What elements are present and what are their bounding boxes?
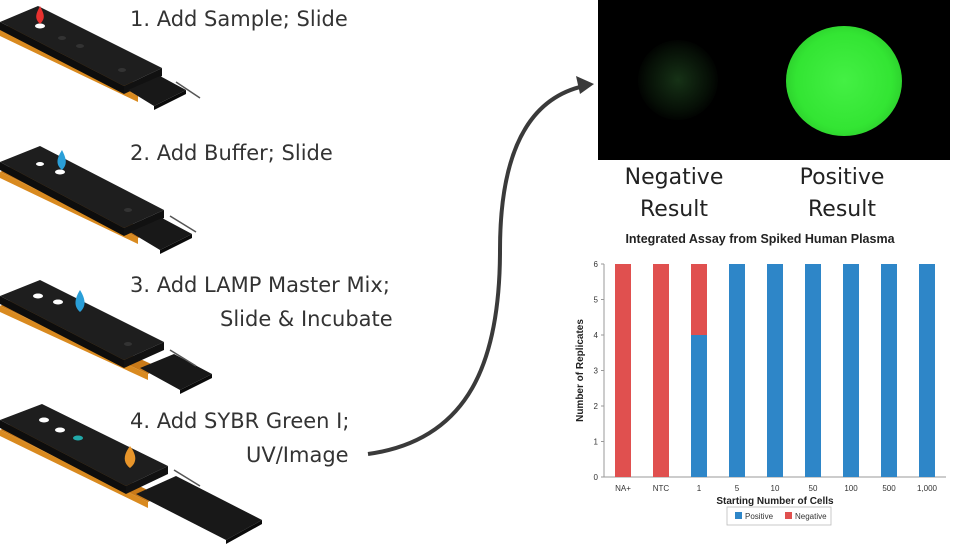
bar-negative xyxy=(691,264,707,335)
chart-title: Integrated Assay from Spiked Human Plasm… xyxy=(625,232,895,246)
step-3: 3. Add LAMP Master Mix; Slide & Incubate xyxy=(0,266,393,396)
bar-positive xyxy=(881,264,897,477)
device-2-icon xyxy=(0,146,197,254)
x-tick-label: NTC xyxy=(653,484,670,493)
bar-negative xyxy=(615,264,631,477)
x-tick-label: 100 xyxy=(844,484,858,493)
x-axis-label: Starting Number of Cells xyxy=(716,496,834,507)
bar-negative xyxy=(653,264,669,477)
y-tick-label: 0 xyxy=(594,473,599,482)
bar-positive xyxy=(843,264,859,477)
x-tick-label: 1,000 xyxy=(917,484,938,493)
step-2-label: 2. Add Buffer; Slide xyxy=(130,141,333,165)
bar-positive xyxy=(919,264,935,477)
step-1-label: 1. Add Sample; Slide xyxy=(130,7,348,31)
y-tick-label: 5 xyxy=(594,296,599,305)
x-tick-label: 1 xyxy=(697,484,702,493)
positive-spot xyxy=(786,26,902,136)
step-4-label-line2: UV/Image xyxy=(246,443,349,467)
bar-positive xyxy=(767,264,783,477)
step-4-label-line1: 4. Add SYBR Green I; xyxy=(130,409,350,433)
y-tick-label: 6 xyxy=(594,260,599,269)
step-3-label-line2: Slide & Incubate xyxy=(220,307,393,331)
device-1-icon xyxy=(0,6,201,110)
legend-swatch-negative xyxy=(785,512,792,519)
device-3-icon xyxy=(0,280,212,394)
y-axis-label: Number of Replicates xyxy=(575,319,586,422)
legend xyxy=(726,506,832,526)
legend-label-negative: Negative xyxy=(795,512,827,521)
legend-swatch-positive xyxy=(735,512,742,519)
y-tick-label: 2 xyxy=(594,402,599,411)
device-4-icon xyxy=(0,404,262,544)
legend-label-positive: Positive xyxy=(745,512,774,521)
y-tick-label: 4 xyxy=(594,331,599,340)
bar-positive xyxy=(805,264,821,477)
y-tick-label: 1 xyxy=(594,438,599,447)
negative-spot xyxy=(638,40,718,120)
step-1: 1. Add Sample; Slide xyxy=(0,0,348,130)
step-3-label-line1: 3. Add LAMP Master Mix; xyxy=(130,273,390,297)
negative-result-label: Negative Result xyxy=(624,165,724,222)
x-tick-label: 5 xyxy=(735,484,740,493)
step-4: 4. Add SYBR Green I; UV/Image xyxy=(0,394,349,554)
x-tick-label: 50 xyxy=(809,484,818,493)
step-2: 2. Add Buffer; Slide xyxy=(0,138,333,268)
y-tick-label: 3 xyxy=(594,367,599,376)
x-tick-label: 500 xyxy=(882,484,896,493)
x-tick-label: NA+ xyxy=(615,484,631,493)
x-tick-label: 10 xyxy=(771,484,780,493)
bar-positive xyxy=(729,264,745,477)
fluorescence-image xyxy=(598,0,950,160)
positive-result-label: Positive Result xyxy=(799,165,885,222)
bar-positive xyxy=(691,335,707,477)
